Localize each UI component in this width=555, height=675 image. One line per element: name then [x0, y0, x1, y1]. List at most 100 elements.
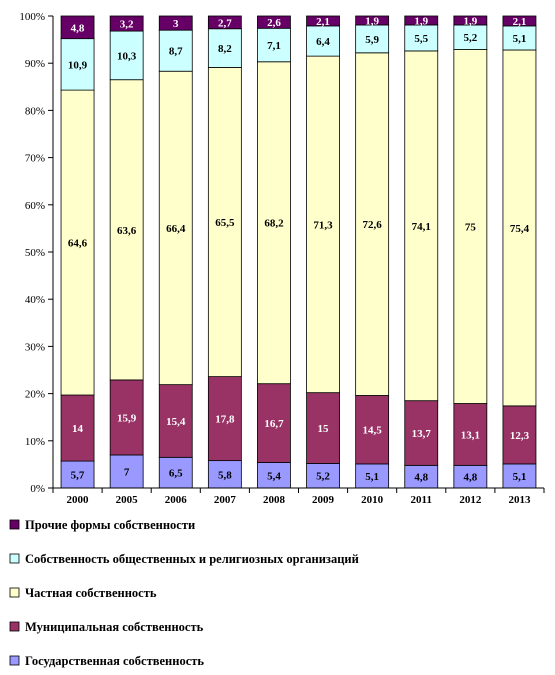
- data-label: 65,5: [215, 217, 235, 229]
- legend-swatch: [9, 519, 20, 530]
- x-tick-label: 2012: [459, 494, 482, 506]
- legend-label: Частная собственность: [25, 586, 157, 600]
- bar-segment: [257, 61, 291, 385]
- data-label: 71,3: [313, 219, 333, 231]
- data-label: 5,7: [71, 470, 85, 482]
- data-label: 72,6: [363, 219, 383, 231]
- x-tick-label: 2013: [508, 494, 531, 506]
- y-tick-label: 10%: [25, 436, 45, 448]
- x-tick-label: 2010: [361, 494, 384, 506]
- y-tick-label: 30%: [25, 341, 45, 353]
- data-label: 4,8: [414, 472, 428, 484]
- bars-group: 5,7 14 64,6 10,9 4,8 7 15,9 63,6 10,3 3,2 6,5 15,4 6…: [60, 15, 537, 489]
- bar-segment: [60, 38, 95, 91]
- data-label: 5,8: [218, 469, 232, 481]
- data-label: 8,2: [218, 43, 232, 55]
- bar-segment: [257, 15, 291, 29]
- bar-segment: [502, 15, 537, 27]
- y-tick-label: 50%: [25, 247, 45, 259]
- bar-segment: [355, 52, 390, 396]
- data-label: 6,5: [169, 468, 183, 480]
- data-label: 15,4: [166, 416, 186, 428]
- data-label: 63,6: [117, 225, 137, 237]
- bar-segment: [158, 15, 193, 31]
- data-label: 75,4: [510, 223, 530, 235]
- bar-segment: [306, 463, 340, 489]
- x-tick-label: 2011: [411, 494, 432, 506]
- data-label: 5,1: [513, 33, 527, 45]
- bar-segment: [306, 392, 340, 464]
- bar-segment: [306, 15, 340, 27]
- data-label: 1,9: [463, 15, 477, 27]
- x-tick-label: 2008: [263, 494, 286, 506]
- bar-segment: [109, 79, 144, 381]
- data-label: 8,7: [169, 46, 183, 58]
- bar-segment: [257, 462, 291, 489]
- bar-segment: [453, 15, 488, 26]
- data-label: 13,1: [461, 429, 480, 441]
- data-label: 12,3: [510, 430, 530, 442]
- x-tick-label: 2000: [67, 494, 90, 506]
- data-label: 66,4: [166, 223, 186, 235]
- data-label: 5,2: [463, 32, 477, 44]
- bar-segment: [158, 70, 193, 386]
- data-label: 13,7: [412, 428, 432, 440]
- legend: Прочие формы собственности Собственность …: [9, 518, 359, 668]
- x-tick-label: 2007: [214, 494, 237, 506]
- bar-segment: [502, 463, 537, 489]
- y-tick-label: 70%: [25, 153, 45, 165]
- data-label: 2,6: [267, 17, 281, 29]
- legend-swatch: [9, 655, 20, 666]
- bar-segment: [355, 463, 390, 489]
- legend-swatch: [9, 587, 20, 598]
- bar-segment: [158, 384, 193, 458]
- data-label: 10,9: [68, 59, 88, 71]
- data-label: 74,1: [412, 221, 431, 233]
- bar-segment: [207, 376, 242, 462]
- bar-segment: [60, 460, 95, 489]
- data-label: 2,1: [513, 16, 527, 28]
- data-label: 2,1: [316, 16, 330, 28]
- data-label: 3,2: [120, 19, 134, 31]
- data-label: 15,9: [117, 412, 137, 424]
- bar-segment: [109, 379, 144, 456]
- data-label: 68,2: [264, 218, 284, 230]
- bar-segment: [109, 15, 144, 32]
- legend-swatch: [9, 553, 20, 564]
- bar-segment: [404, 24, 439, 52]
- data-label: 14,5: [363, 425, 383, 437]
- data-label: 10,3: [117, 50, 137, 62]
- bar-segment: [109, 30, 144, 81]
- y-tick-label: 90%: [25, 58, 45, 70]
- bar-segment: [257, 383, 291, 463]
- data-label: 14: [72, 423, 84, 435]
- y-tick-label: 0%: [30, 483, 45, 495]
- bar-segment: [306, 55, 340, 394]
- data-label: 5,9: [365, 34, 379, 46]
- legend-label: Муниципальная собственность: [25, 620, 204, 634]
- bar-segment: [502, 405, 537, 465]
- data-label: 15: [318, 423, 330, 435]
- axes-group: 2000 2005 2006 2007 2008 2009 2010 2011 2012 2013…: [19, 11, 545, 506]
- data-label: 5,1: [365, 471, 379, 483]
- bar-segment: [207, 15, 242, 30]
- data-label: 64,6: [68, 238, 88, 250]
- x-tick-label: 2009: [312, 494, 335, 506]
- legend-label: Государственная собственность: [25, 654, 204, 668]
- data-label: 6,4: [316, 36, 330, 48]
- data-label: 75: [465, 222, 477, 234]
- data-label: 17,8: [215, 414, 235, 426]
- data-label: 5,2: [316, 471, 330, 483]
- legend-swatch: [9, 621, 20, 632]
- bar-segment: [306, 25, 340, 57]
- x-tick-label: 2006: [165, 494, 188, 506]
- bar-segment: [355, 15, 390, 26]
- bar-segment: [404, 400, 439, 466]
- y-tick-label: 40%: [25, 294, 45, 306]
- data-label: 7: [124, 466, 130, 478]
- bar-segment: [404, 15, 439, 26]
- data-label: 5,5: [414, 33, 428, 45]
- data-label: 2,7: [218, 17, 232, 29]
- y-tick-label: 60%: [25, 200, 45, 212]
